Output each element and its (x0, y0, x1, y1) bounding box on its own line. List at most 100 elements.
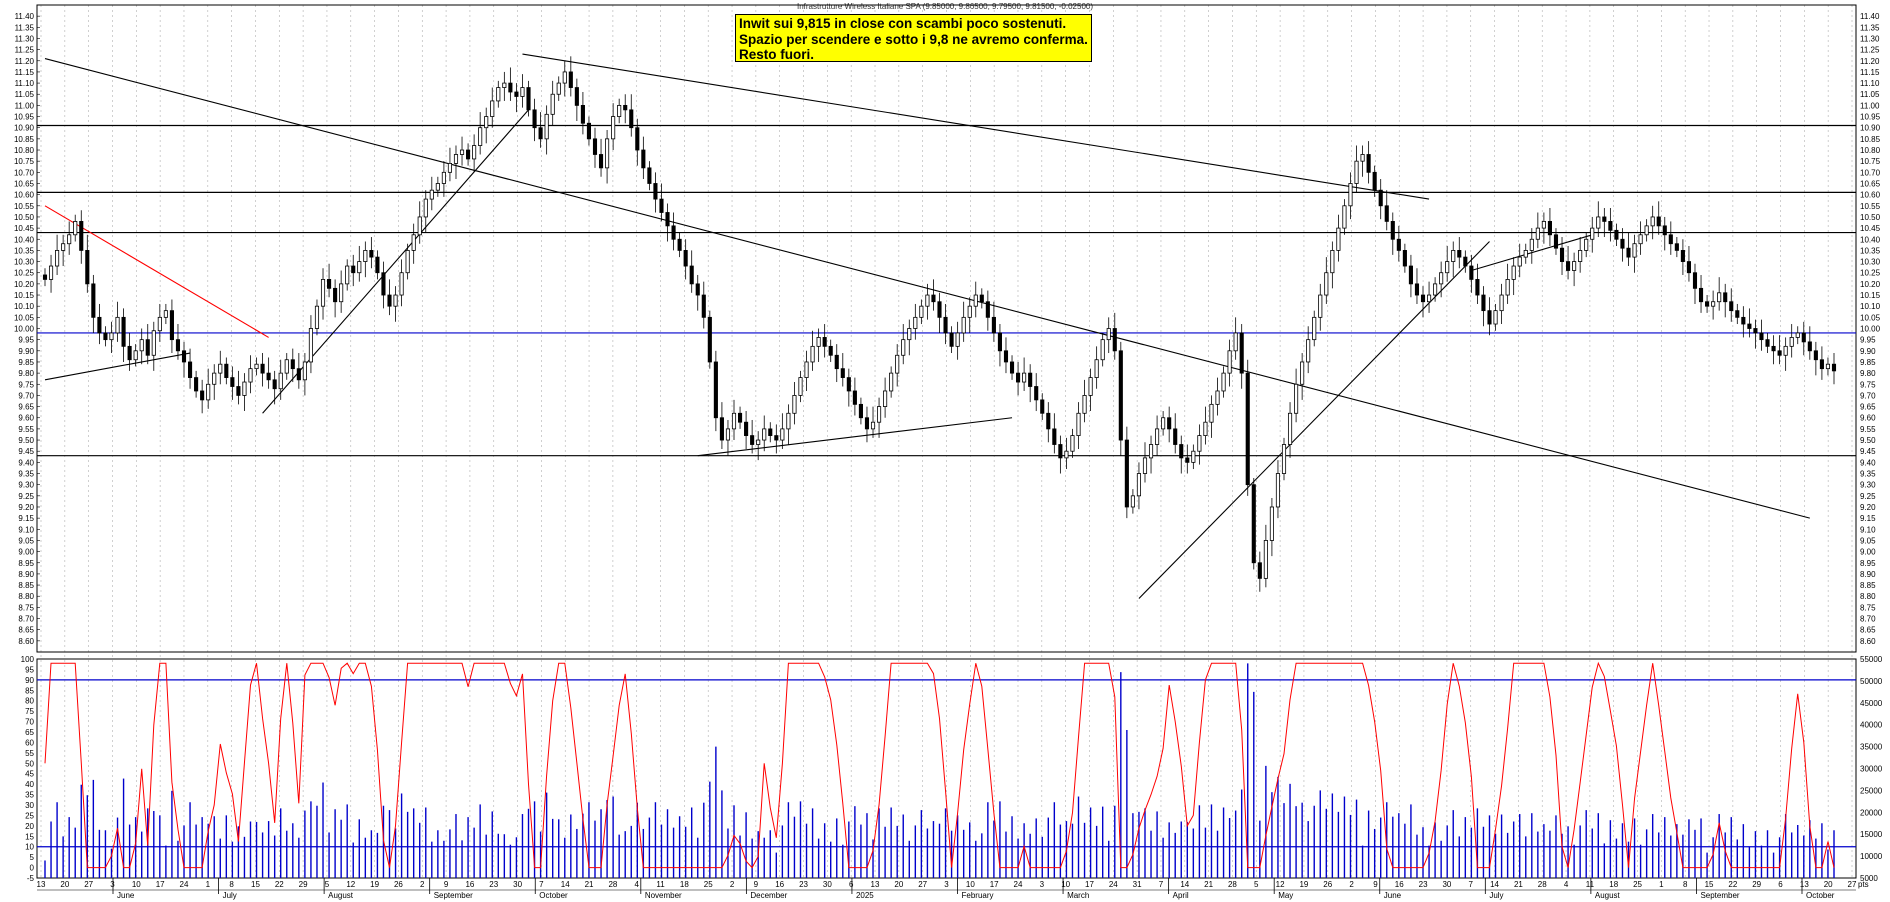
y-tick-label-right: 9.50 (1860, 436, 1876, 445)
candle-body (290, 359, 295, 370)
y-tick-label: 9.85 (18, 358, 34, 367)
candle-body (635, 127, 640, 151)
candle-body (1511, 265, 1516, 280)
candle-body (1203, 421, 1208, 436)
candle-body (151, 330, 156, 356)
candle-body (351, 265, 356, 274)
x-tick-label: 23 (799, 880, 808, 889)
candle-body (417, 216, 422, 236)
vertical-grid (40, 5, 1853, 878)
candle-body (1801, 332, 1806, 343)
y-tick-label: 9.75 (18, 380, 34, 389)
candle-body (889, 372, 894, 392)
candle-body (423, 198, 428, 218)
x-month-label: 2025 (856, 891, 874, 900)
oscillator-frame (36, 658, 1857, 879)
volume-tick-label: 25000 (1860, 786, 1883, 795)
osc-tick-label: 90 (25, 676, 34, 685)
volume-tick-label: 35000 (1860, 743, 1883, 752)
x-tick-label: 26 (1323, 880, 1332, 889)
candle-body (284, 359, 289, 374)
candle-body (1100, 339, 1105, 361)
candle-body (85, 250, 90, 285)
candle-body (1300, 361, 1305, 385)
osc-tick-label: 85 (25, 686, 34, 695)
candle-body (357, 261, 362, 274)
x-tick-label: 15 (251, 880, 260, 889)
candle-body (834, 354, 839, 370)
y-tick-label: 10.65 (14, 179, 35, 188)
x-tick-label: 11 (656, 880, 665, 889)
candle-body (1408, 265, 1413, 285)
candle-body (224, 363, 229, 378)
y-tick-label-right: 10.05 (1860, 313, 1881, 322)
candle-body (846, 377, 851, 392)
y-tick-label-right: 8.70 (1860, 615, 1876, 624)
candle-body (1028, 372, 1033, 387)
candle-body (701, 294, 706, 318)
y-tick-label-right: 9.15 (1860, 514, 1876, 523)
x-tick-label: 6 (1778, 880, 1783, 889)
candle-body (1632, 243, 1637, 258)
x-tick-label: 12 (346, 880, 355, 889)
y-tick-label: 10.85 (14, 135, 35, 144)
x-tick-label: 19 (370, 880, 379, 889)
candle-body (937, 301, 942, 318)
candle-body (1148, 444, 1154, 459)
candle-body (1390, 221, 1395, 240)
candle-body (641, 149, 646, 169)
candle-body (1717, 292, 1722, 303)
candle-body (725, 428, 731, 441)
x-month-label: June (117, 891, 135, 900)
candle-body (411, 234, 416, 251)
candle-body (1578, 250, 1583, 262)
y-tick-label-right: 9.20 (1860, 503, 1876, 512)
y-tick-label-right: 9.00 (1860, 548, 1876, 557)
candle-body (97, 316, 102, 334)
candle-body (1644, 225, 1649, 236)
candle-body (1402, 250, 1407, 267)
y-tick-label-right: 9.40 (1860, 458, 1876, 467)
x-tick-label: 12 (1276, 880, 1285, 889)
candle-body (387, 294, 392, 307)
candle-body (163, 310, 168, 318)
y-tick-label: 10.50 (14, 213, 35, 222)
osc-tick-label: 80 (25, 697, 34, 706)
candle-body (157, 316, 162, 332)
y-tick-label-right: 10.25 (1860, 269, 1881, 278)
candle-body (363, 250, 368, 262)
y-tick-label-right: 8.85 (1860, 581, 1876, 590)
y-tick-label: 9.60 (18, 414, 34, 423)
candle-body (1445, 261, 1450, 274)
x-tick-label: 14 (561, 880, 570, 889)
y-tick-label-right: 9.55 (1860, 425, 1876, 434)
candle-body (1825, 363, 1831, 370)
candle-body (1064, 450, 1069, 459)
candle-body (943, 316, 948, 334)
x-tick-label: 29 (1752, 880, 1761, 889)
candle-body (756, 439, 761, 445)
y-tick-label-right: 9.85 (1860, 358, 1876, 367)
osc-tick-label: 15 (25, 832, 34, 841)
trendline (44, 205, 269, 338)
y-tick-label: 8.60 (18, 637, 34, 646)
x-month-label: December (750, 891, 787, 900)
candle-body (320, 279, 326, 307)
x-month-label: March (1067, 891, 1089, 900)
candle-body (731, 412, 737, 430)
y-tick-label: 10.10 (14, 302, 35, 311)
candle-body (671, 225, 676, 240)
candle-body (1348, 183, 1353, 207)
candle-body (1209, 403, 1214, 423)
candle-body (1124, 439, 1129, 508)
candle-body (1263, 540, 1268, 579)
candle-body (206, 383, 211, 401)
x-tick-label: 1 (206, 880, 211, 889)
candle-body (1711, 301, 1716, 307)
candle-body (369, 250, 374, 258)
y-tick-label: 9.45 (18, 447, 34, 456)
candle-body (1094, 359, 1099, 378)
candle-body (1372, 171, 1377, 191)
x-tick-label: 13 (37, 880, 46, 889)
y-tick-label: 10.30 (14, 258, 35, 267)
